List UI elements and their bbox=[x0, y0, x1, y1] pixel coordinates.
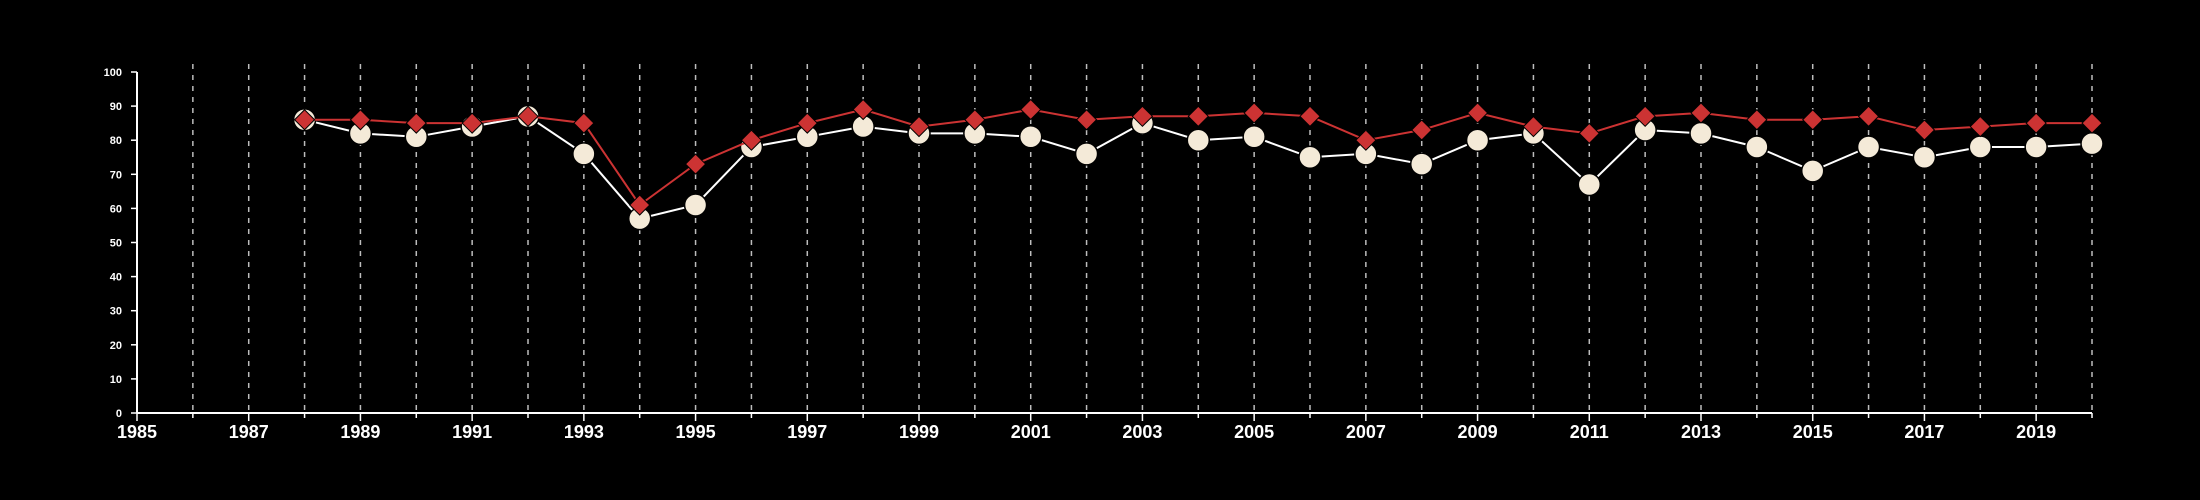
y-tick-label: 30 bbox=[110, 306, 122, 318]
data-point-diamond bbox=[1578, 122, 1600, 145]
data-point-diamond bbox=[1020, 98, 1042, 121]
x-tick-label: 2005 bbox=[1234, 422, 1274, 442]
data-point-diamond bbox=[1299, 105, 1321, 128]
x-tick-label: 1991 bbox=[452, 422, 492, 442]
data-point-diamond bbox=[573, 112, 595, 134]
data-point-diamond bbox=[517, 105, 539, 128]
x-tick-label: 2019 bbox=[2016, 422, 2056, 442]
data-point-circle bbox=[1074, 142, 1099, 166]
data-point-circle bbox=[1018, 125, 1043, 149]
y-tick-label: 100 bbox=[104, 67, 122, 79]
data-point-circle bbox=[2024, 135, 2048, 159]
data-point-diamond bbox=[349, 109, 372, 131]
data-point-diamond bbox=[1913, 119, 1936, 141]
data-point-diamond bbox=[1075, 109, 1098, 131]
data-point-circle bbox=[1689, 121, 1713, 146]
data-point-circle bbox=[2080, 131, 2104, 156]
series-layer bbox=[292, 98, 2104, 231]
x-tick-label: 2011 bbox=[1570, 422, 1609, 442]
x-tick-label: 2003 bbox=[1122, 422, 1162, 442]
data-point-diamond bbox=[908, 115, 930, 138]
y-tick-label: 70 bbox=[110, 169, 122, 181]
x-tick-label: 2013 bbox=[1681, 422, 1721, 442]
data-point-circle bbox=[1577, 172, 1602, 197]
data-point-diamond bbox=[1634, 105, 1656, 128]
y-tick-label: 50 bbox=[110, 238, 122, 250]
data-point-circle bbox=[1465, 128, 1490, 152]
data-point-diamond bbox=[2081, 112, 2103, 134]
y-tick-label: 60 bbox=[110, 203, 122, 215]
axes: 0 10 20 30 40 50 60 70 80 90 100 1985 1987 1989 1991 19… bbox=[104, 67, 2093, 442]
x-tick-label: 1997 bbox=[787, 422, 827, 442]
data-point-diamond bbox=[1969, 115, 1991, 138]
data-point-diamond bbox=[293, 109, 316, 131]
x-tick-label: 1985 bbox=[117, 422, 157, 442]
data-point-circle bbox=[1745, 135, 1769, 159]
data-point-diamond bbox=[796, 112, 818, 134]
data-point-diamond bbox=[1746, 109, 1768, 131]
y-tick-label: 0 bbox=[116, 408, 122, 420]
x-tick-label: 1989 bbox=[340, 422, 380, 442]
x-tick-label: 2007 bbox=[1346, 422, 1386, 442]
x-tick-label: 2015 bbox=[1793, 422, 1833, 442]
data-point-circle bbox=[683, 193, 708, 217]
data-point-diamond bbox=[1187, 105, 1209, 128]
data-point-diamond bbox=[1243, 102, 1265, 124]
data-point-diamond bbox=[684, 153, 707, 175]
data-point-circle bbox=[1856, 135, 1881, 159]
data-point-diamond bbox=[1690, 102, 1712, 124]
data-point-diamond bbox=[461, 112, 483, 134]
x-tick-label: 2017 bbox=[1904, 422, 1944, 442]
data-point-diamond bbox=[964, 109, 986, 131]
y-tick-label: 90 bbox=[110, 101, 122, 113]
data-point-diamond bbox=[1411, 119, 1433, 141]
y-tick-label: 20 bbox=[110, 340, 122, 352]
data-point-diamond bbox=[629, 194, 651, 216]
y-tick-label: 40 bbox=[110, 272, 122, 284]
data-point-diamond bbox=[2025, 112, 2047, 134]
data-point-diamond bbox=[1857, 105, 1880, 128]
data-point-diamond bbox=[405, 112, 427, 134]
y-tick-label: 10 bbox=[110, 374, 122, 386]
data-point-circle bbox=[1242, 125, 1266, 149]
data-point-diamond bbox=[1466, 102, 1489, 124]
data-point-diamond bbox=[1355, 129, 1377, 151]
data-point-circle bbox=[1800, 159, 1825, 183]
data-point-circle bbox=[1298, 145, 1322, 169]
data-point-circle bbox=[1186, 128, 1211, 152]
data-point-diamond bbox=[740, 129, 763, 151]
x-tick-label: 2001 bbox=[1011, 422, 1051, 442]
data-point-diamond bbox=[1522, 115, 1545, 138]
x-tick-label: 1987 bbox=[229, 422, 269, 442]
x-tick-label: 1999 bbox=[899, 422, 939, 442]
data-point-circle bbox=[1968, 135, 1993, 159]
data-point-circle bbox=[572, 142, 596, 166]
series-diamond bbox=[293, 98, 2103, 216]
data-point-circle bbox=[1912, 145, 1937, 169]
y-tick-label: 80 bbox=[110, 135, 122, 147]
x-tick-label: 2009 bbox=[1458, 422, 1498, 442]
x-tick-label: 1993 bbox=[564, 422, 604, 442]
data-point-diamond bbox=[1802, 109, 1824, 131]
data-point-diamond bbox=[852, 98, 874, 121]
x-tick-label: 1995 bbox=[676, 422, 716, 442]
data-point-diamond bbox=[1131, 105, 1154, 128]
data-point-circle bbox=[1409, 152, 1434, 176]
